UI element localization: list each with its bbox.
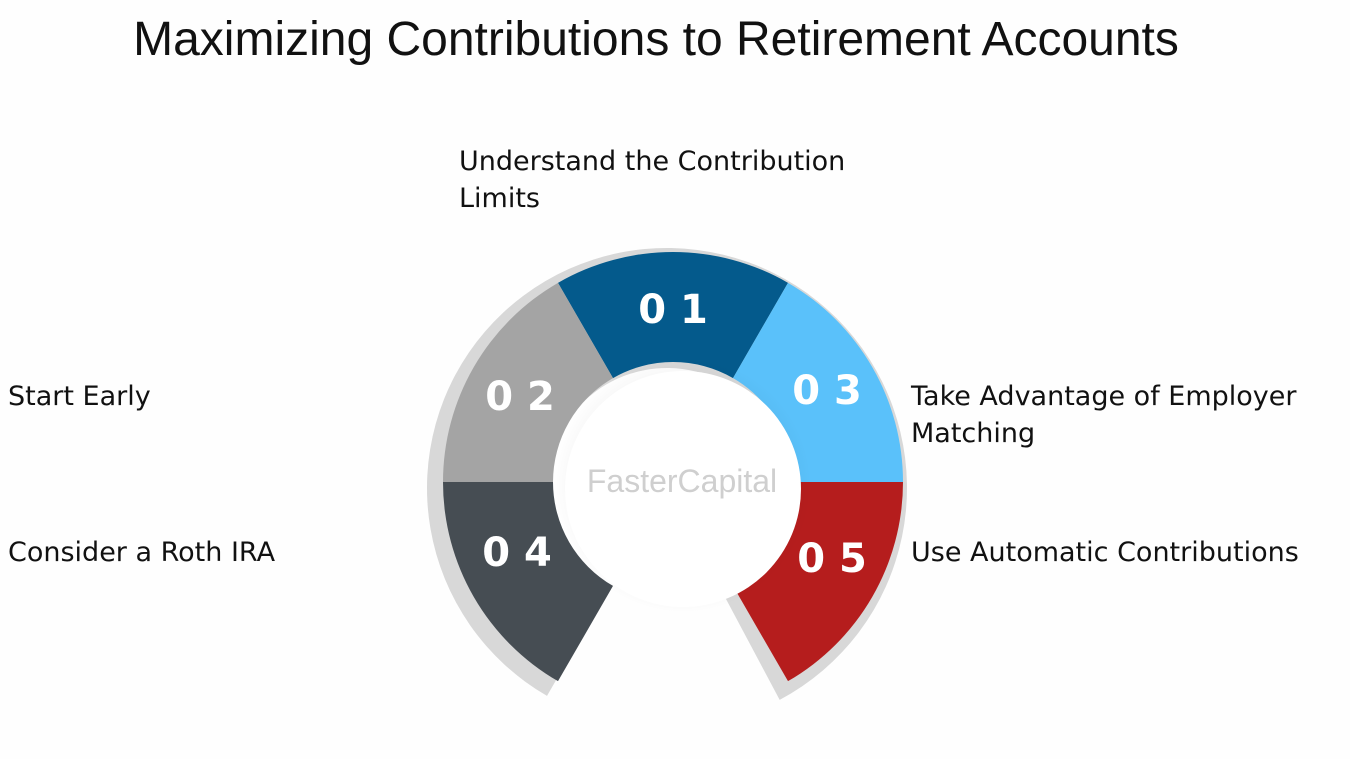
inner-hole	[565, 371, 801, 607]
step-1-number: 0 1	[638, 287, 708, 333]
ring-segment-1	[558, 251, 788, 379]
ring-segment-5	[733, 482, 903, 682]
step-3-label: Take Advantage of Employer Matching	[911, 381, 1297, 449]
step-4-label: Consider a Roth IRA	[8, 537, 276, 568]
step-5-number: 0 5	[797, 536, 867, 582]
ring-segment-3	[733, 282, 903, 482]
step-4-number: 0 4	[482, 530, 552, 576]
step-5-label: Use Automatic Contributions	[911, 537, 1299, 568]
page-title: Maximizing Contributions to Retirement A…	[133, 13, 1179, 66]
step-1-label: Understand the Contribution Limits	[459, 146, 846, 214]
watermark-text: FasterCapital	[587, 463, 777, 499]
step-3-number: 0 3	[792, 368, 862, 414]
ring-segment-2	[443, 282, 613, 482]
step-2-label: Start Early	[8, 381, 151, 412]
step-2-number: 0 2	[485, 374, 555, 420]
ring-segment-4	[443, 482, 613, 682]
